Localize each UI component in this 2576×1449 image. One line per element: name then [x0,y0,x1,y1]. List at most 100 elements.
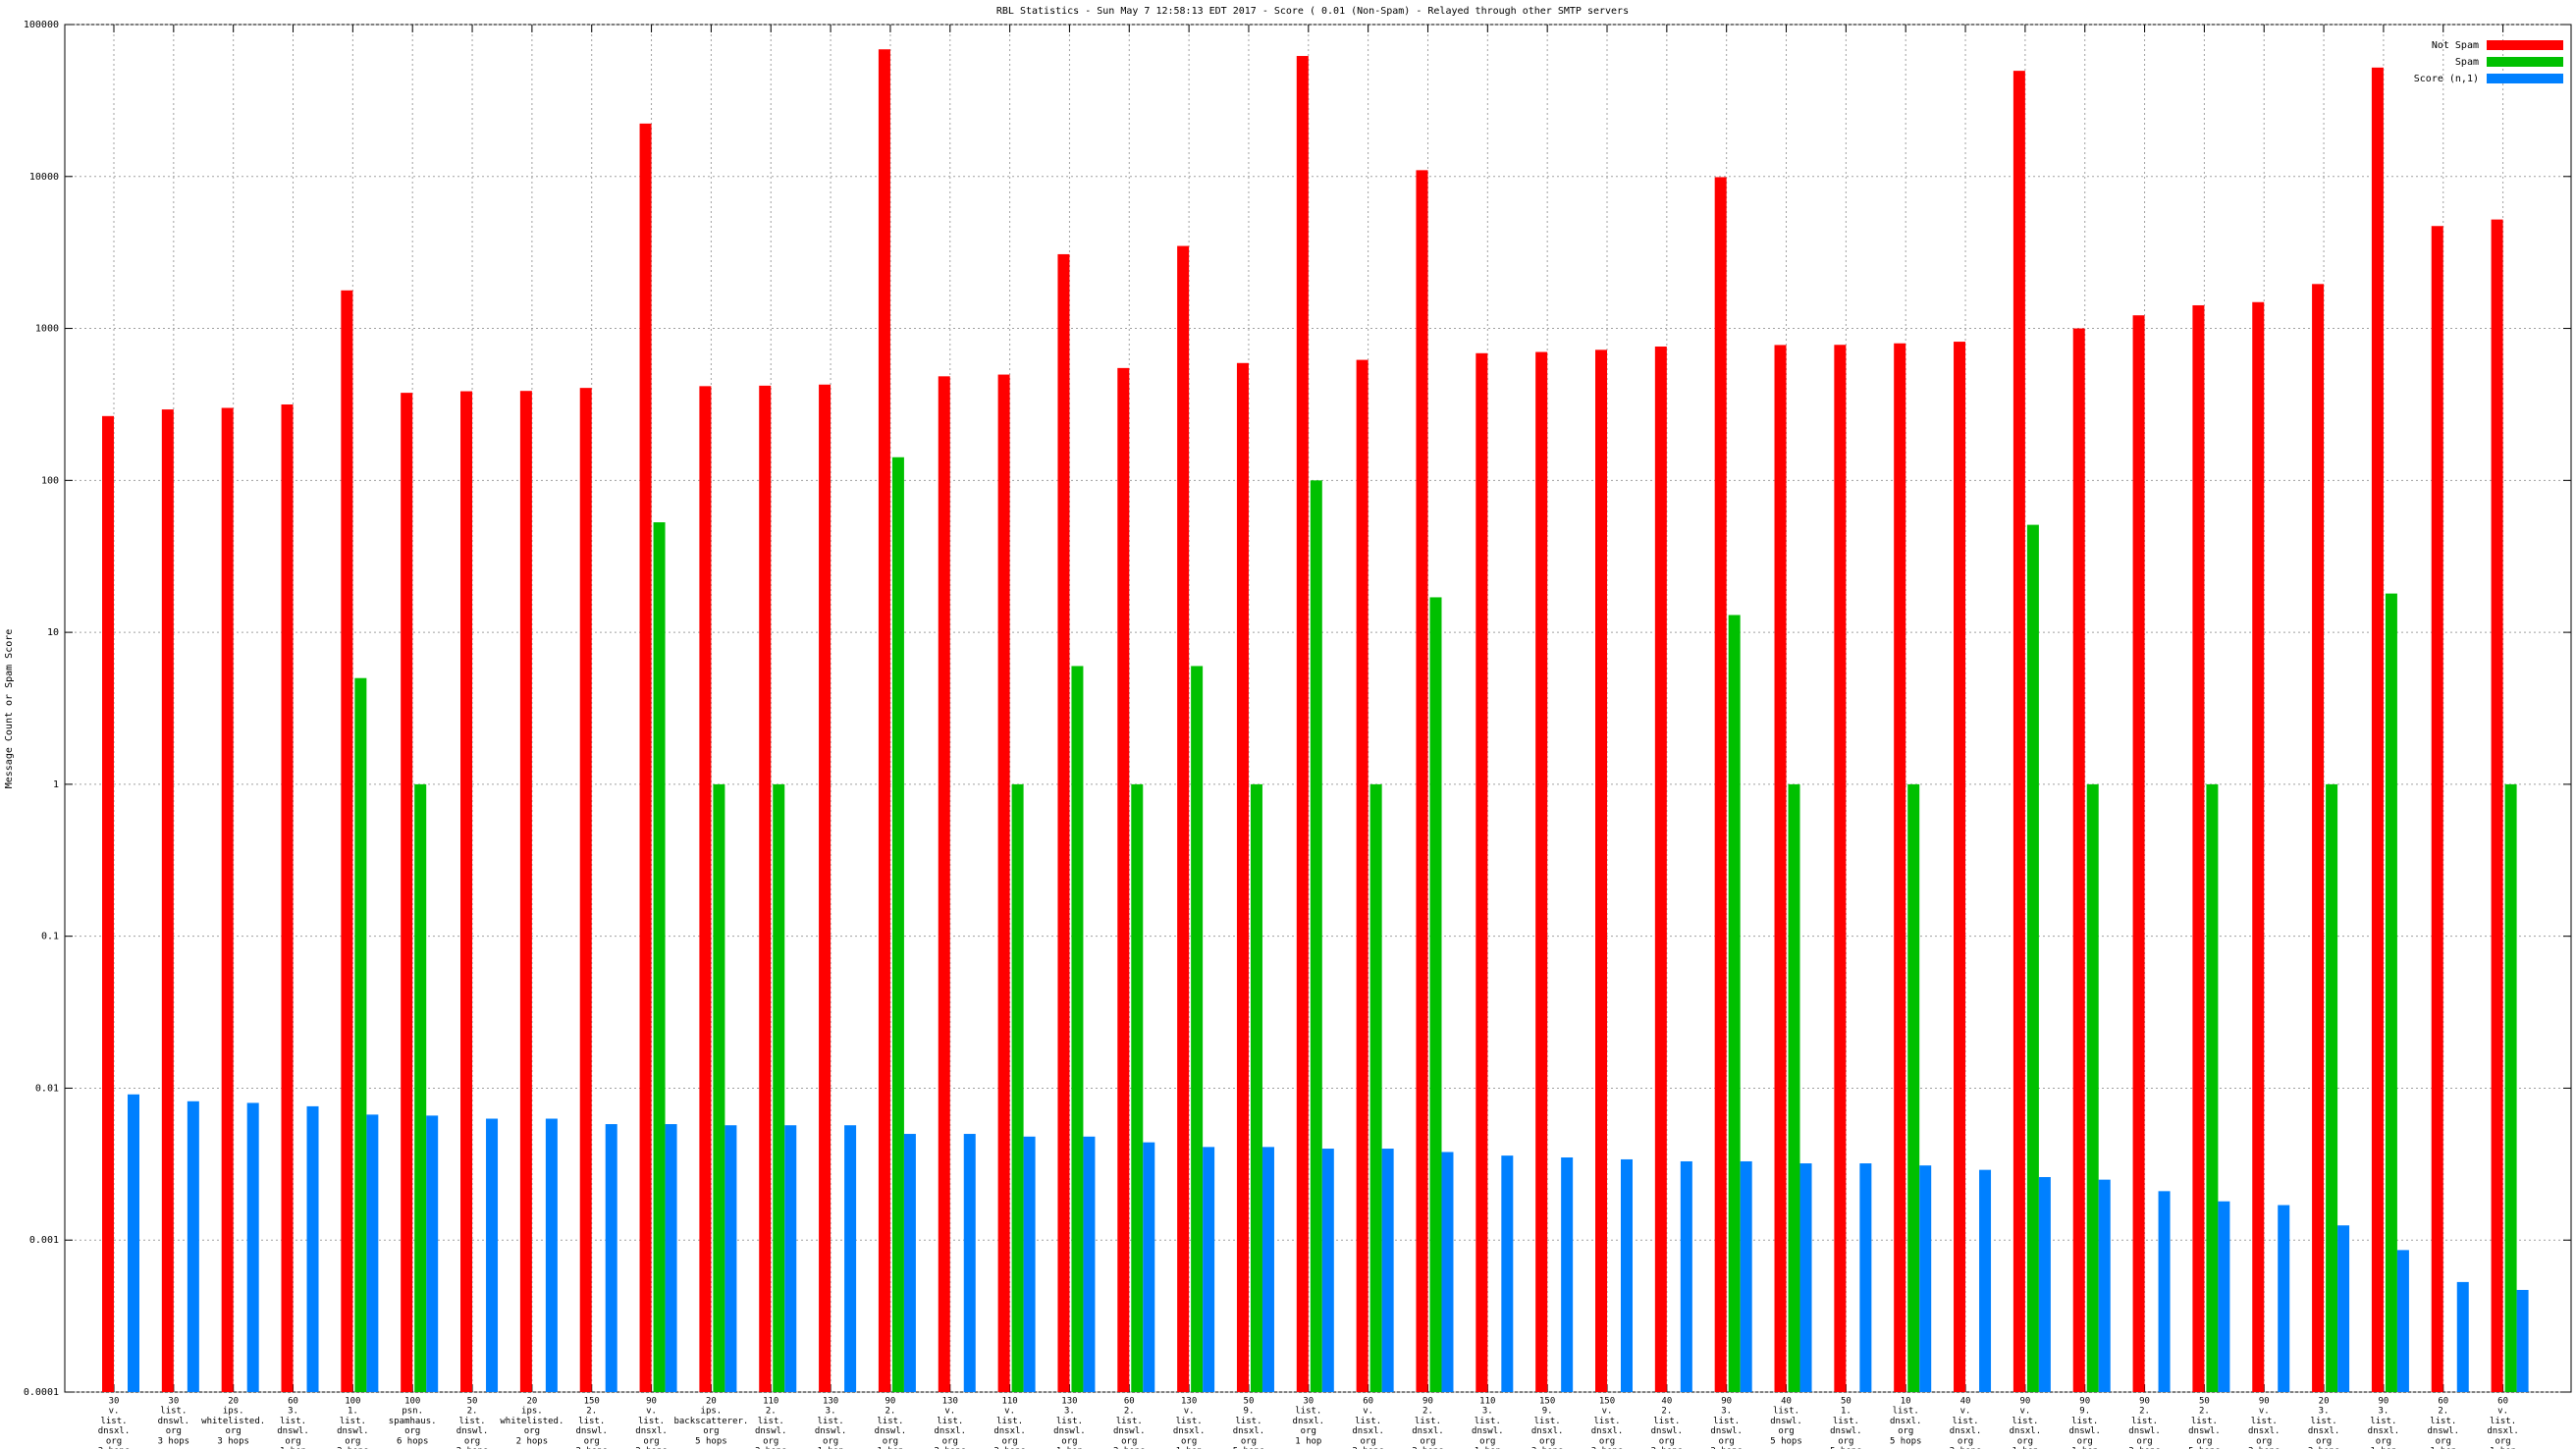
bar [1561,1157,1574,1392]
bar [2158,1191,2171,1392]
x-tick-label: dnswl. [1651,1426,1684,1436]
x-tick-label: 2. [1422,1407,1433,1417]
x-tick-label: list. [1952,1417,1978,1426]
y-tick-label: 0.1 [41,932,59,942]
x-tick-label: list. [100,1417,127,1426]
bar [161,409,174,1392]
x-tick-label: 1 hop [1295,1436,1321,1446]
chart-title: RBL Statistics - Sun May 7 12:58:13 EDT … [996,6,1629,17]
x-tick-label: dnswl. [456,1426,489,1436]
x-tick-label: dnswl. [875,1426,907,1436]
bar [2098,1179,2111,1392]
x-tick-label: dnsxl. [635,1426,668,1436]
x-tick-label: 2 hops [1950,1447,1982,1449]
x-tick-label: 3 hops [755,1447,787,1449]
bar [1907,783,1920,1392]
x-tick-label: 9. [1542,1407,1553,1417]
x-tick-label: dnsxl. [1173,1426,1206,1436]
bar [1143,1142,1155,1392]
x-tick-label: 3 hops [1531,1447,1564,1449]
x-tick-label: org [464,1436,480,1446]
x-tick-label: list. [638,1417,665,1426]
bar [1979,1169,1992,1392]
bar [1621,1158,1633,1392]
x-tick-label: 130 [823,1397,838,1407]
x-tick-label: dnsxl. [98,1426,131,1436]
x-tick-label: dnswl. [1113,1426,1146,1436]
bar [1071,666,1084,1392]
x-tick-label: 60 [288,1397,298,1407]
x-tick-label: list. [2191,1417,2218,1426]
x-tick-label: 3. [2319,1407,2330,1417]
x-tick-label: 2. [2199,1407,2210,1417]
bar [784,1125,797,1392]
x-tick-label: dnsxl. [1890,1417,1922,1426]
x-tick-label: list. [877,1417,903,1426]
x-tick-label: org [2196,1436,2212,1446]
legend-swatch [2487,74,2563,83]
x-tick-label: 2. [766,1407,777,1417]
bar [1834,345,1847,1392]
x-tick-label: org [1479,1436,1495,1446]
y-tick-label: 10 [47,627,59,638]
x-tick-label: v. [944,1407,955,1417]
x-tick-label: 2. [885,1407,895,1417]
x-tick-label: spamhaus. [389,1417,437,1426]
x-tick-label: 40 [1781,1397,1792,1407]
bar [819,384,832,1393]
x-tick-label: 2 hops [1352,1447,1384,1449]
y-tick-label: 100000 [24,20,59,30]
x-tick-label: 90 [2019,1397,2030,1407]
x-tick-label: 3. [1721,1407,1732,1417]
x-tick-label: org [1719,1436,1735,1446]
bar [2086,783,2099,1392]
x-tick-label: org [942,1436,958,1446]
x-tick-label: 50 [467,1397,478,1407]
x-tick-label: backscatterer. [673,1417,748,1426]
y-tick-label: 1 [53,779,59,790]
x-tick-label: 90 [1721,1397,1732,1407]
x-tick-label: 1. [1841,1407,1852,1417]
x-tick-label: list. [1056,1417,1083,1426]
x-tick-label: list. [996,1417,1023,1426]
x-tick-label: 3. [288,1407,298,1417]
x-tick-label: 3 hops [2128,1447,2161,1449]
bar [1954,342,1966,1392]
x-tick-label: 150 [1539,1397,1555,1407]
bar [102,415,114,1392]
bar [938,376,950,1393]
x-tick-label: dnsxl. [935,1426,967,1436]
x-tick-label: 130 [1061,1397,1077,1407]
bar [759,385,772,1393]
x-tick-label: dnswl. [755,1426,787,1436]
bar [891,456,904,1393]
x-tick-label: org [2436,1436,2451,1446]
bar [1296,56,1309,1393]
x-tick-label: list. [758,1417,784,1426]
x-tick-label: org [1001,1436,1017,1446]
x-tick-label: 9. [2079,1407,2090,1417]
x-tick-label: list. [2131,1417,2158,1426]
x-tick-label: 30 [168,1397,179,1407]
x-tick-label: 3 hops [1591,1447,1624,1449]
x-tick-label: list. [1415,1417,1441,1426]
x-tick-label: 1 hop [818,1447,844,1449]
x-tick-label: 20 [706,1397,717,1407]
x-tick-label: list. [1534,1417,1561,1426]
x-tick-label: dnsxl. [2487,1426,2519,1436]
x-tick-label: v. [646,1407,657,1417]
bar [699,386,712,1392]
x-tick-label: 60 [1363,1397,1373,1407]
legend-label: Spam [2455,57,2479,68]
bar [2491,219,2503,1393]
x-tick-label: org [584,1436,600,1446]
x-tick-label: dnswl. [158,1417,190,1426]
x-tick-label: 5 hops [1890,1436,1922,1446]
x-tick-label: dnswl. [2128,1426,2161,1436]
x-tick-label: 60 [2497,1397,2508,1407]
bar [341,290,353,1392]
x-tick-label: 90 [885,1397,895,1407]
x-tick-label: 110 [1479,1397,1495,1407]
y-tick-label: 1000 [35,324,59,335]
